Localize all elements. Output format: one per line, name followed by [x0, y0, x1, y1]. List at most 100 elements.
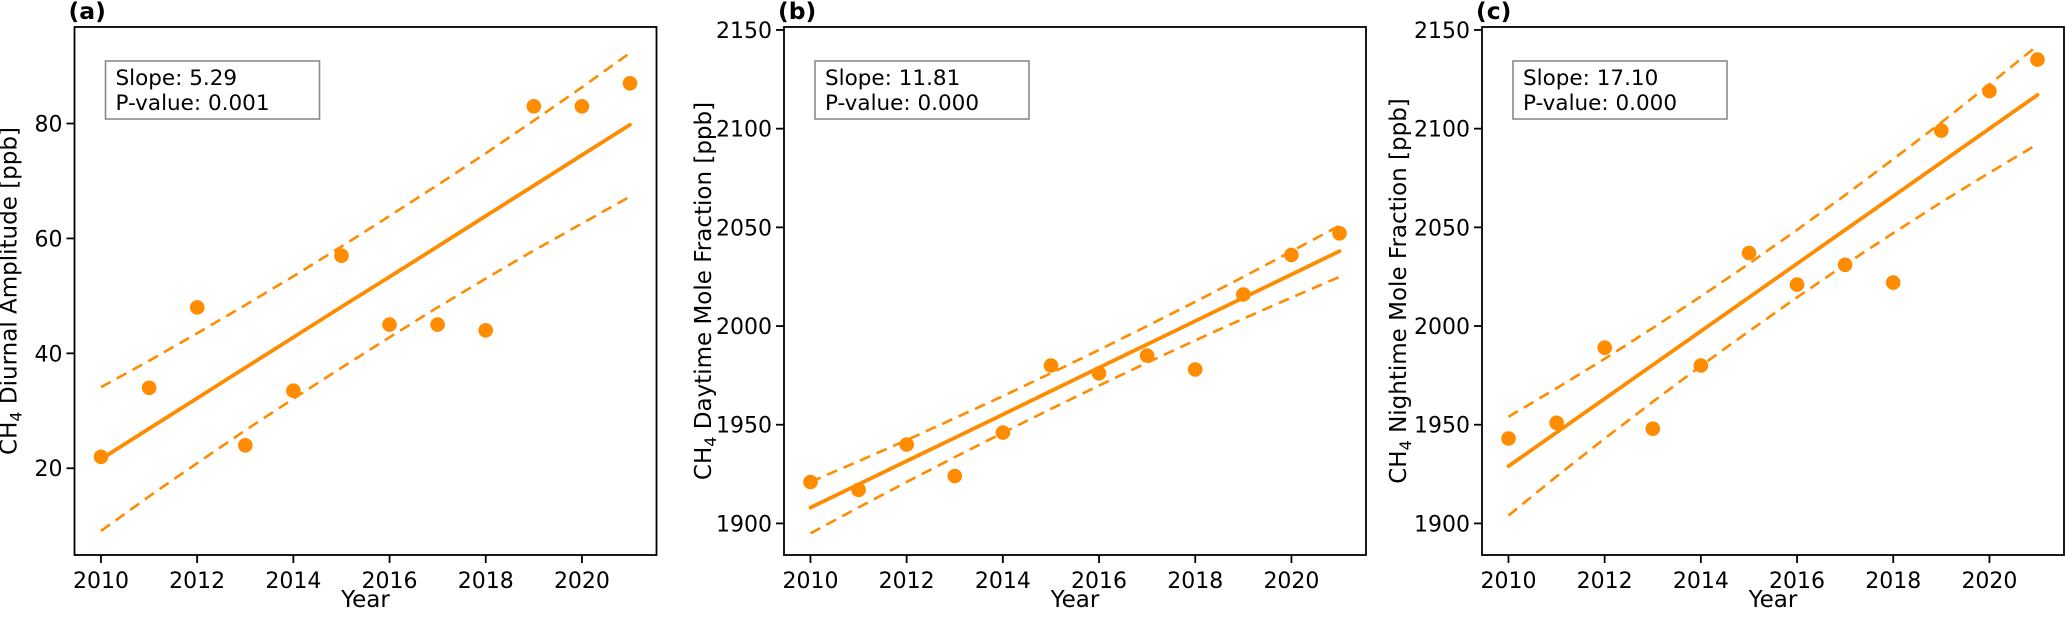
- data-point: [1789, 277, 1805, 292]
- data-point: [334, 248, 349, 263]
- ci-lower-line: [809, 275, 1341, 535]
- data-point: [189, 300, 205, 315]
- x-tick-label: 2014: [975, 569, 1031, 594]
- annotation-slope-text: Slope: 5.29: [116, 66, 238, 91]
- data-point: [526, 99, 542, 114]
- panel-letter: (c): [1476, 0, 1511, 25]
- y-tick-label: 1900: [716, 512, 772, 537]
- x-axis-title: Year: [1050, 587, 1100, 613]
- x-tick-label: 2012: [169, 569, 225, 594]
- data-point: [574, 99, 590, 114]
- x-tick-label: 2018: [1167, 569, 1223, 594]
- trend-line: [99, 122, 632, 462]
- data-point: [2030, 52, 2045, 67]
- y-tick-label: 20: [35, 457, 63, 482]
- y-tick-label: 2150: [1414, 19, 1470, 44]
- x-tick-label: 2010: [73, 569, 129, 594]
- plot-border: [1481, 26, 2065, 556]
- annotation-box: [814, 60, 1030, 120]
- data-point: [1501, 431, 1516, 446]
- data-point: [622, 76, 638, 91]
- data-point: [803, 474, 818, 490]
- x-tick-label: 2014: [265, 569, 321, 594]
- panel-c-chart: (c) 2010 2012 2014 2016 2018 2020 1900 1950 2000 2…: [1386, 0, 2065, 613]
- annotation-box: [1512, 60, 1728, 120]
- y-axis-title: CH4 Diurnal Amplitude [ppb]: [0, 127, 26, 455]
- y-axis-title: CH4 Daytime Mole Fraction [ppb]: [691, 102, 720, 480]
- data-point: [1885, 275, 1901, 290]
- data-point: [238, 438, 253, 453]
- data-point: [851, 482, 866, 498]
- data-point: [995, 425, 1011, 440]
- x-tick-label: 2020: [1961, 569, 2017, 594]
- data-point: [1645, 421, 1661, 437]
- data-point: [1934, 123, 1949, 138]
- annotation-slope-text: Slope: 11.81: [825, 66, 960, 91]
- x-tick-label: 2018: [1865, 569, 1921, 594]
- x-tick-label: 2010: [1480, 569, 1536, 594]
- y-tick-label: 80: [35, 113, 63, 138]
- x-tick-label: 2014: [1673, 569, 1729, 594]
- y-tick-label: 1900: [1414, 512, 1470, 537]
- ci-lower-line: [1507, 143, 2039, 517]
- x-tick-label: 2020: [554, 569, 610, 594]
- ci-lower-line: [100, 195, 631, 532]
- annotation-pvalue-text: P-value: 0.001: [116, 91, 270, 116]
- y-tick-label: 2150: [716, 19, 772, 44]
- annotation-slope-text: Slope: 17.10: [1523, 66, 1658, 91]
- x-tick-label: 2020: [1263, 569, 1319, 594]
- y-tick-label: 2100: [1414, 118, 1470, 143]
- x-tick-label: 2016: [362, 569, 418, 594]
- y-tick-label: 2050: [1414, 216, 1470, 241]
- data-point: [1139, 348, 1155, 363]
- x-axis-title: Year: [1748, 587, 1798, 613]
- x-tick-label: 2012: [1577, 569, 1633, 594]
- data-point: [1091, 366, 1107, 381]
- y-tick-label: 60: [35, 227, 63, 252]
- y-tick-label: 40: [35, 342, 63, 367]
- data-point: [1236, 287, 1251, 302]
- annotation-pvalue-text: P-value: 0.000: [825, 91, 979, 116]
- data-point: [1837, 257, 1853, 273]
- x-tick-label: 2016: [1071, 569, 1127, 594]
- panel-letter: (a): [69, 0, 106, 25]
- data-point: [1043, 358, 1059, 373]
- ci-upper-line: [100, 51, 631, 389]
- y-tick-label: 2000: [716, 315, 772, 340]
- data-point: [1982, 83, 1997, 99]
- data-point: [141, 380, 157, 396]
- data-point: [1549, 415, 1564, 431]
- y-tick-label: 1950: [1414, 414, 1470, 439]
- x-tick-label: 2012: [879, 569, 935, 594]
- panel-a-chart: (a)2010 2012 2014 2016 2018 202020406080YearC…: [0, 0, 658, 613]
- y-tick-label: 2050: [716, 216, 772, 241]
- y-tick-label: 2000: [1414, 315, 1470, 340]
- x-tick-label: 2016: [1769, 569, 1825, 594]
- data-point: [947, 468, 963, 484]
- data-point: [1332, 226, 1347, 241]
- data-point: [286, 383, 301, 399]
- y-tick-label: 2100: [716, 118, 772, 143]
- annotation-pvalue-text: P-value: 0.000: [1523, 91, 1677, 116]
- data-point: [382, 317, 397, 332]
- panel-letter: (b): [778, 0, 816, 25]
- data-point: [93, 449, 109, 465]
- trend-line: [808, 249, 1342, 510]
- data-point: [1187, 362, 1203, 377]
- data-point: [430, 317, 445, 332]
- data-point: [478, 323, 494, 338]
- data-point: [1597, 340, 1612, 356]
- y-axis-title: CH4 Nightime Mole Fraction [ppb]: [1386, 98, 1415, 484]
- x-tick-label: 2010: [782, 569, 838, 594]
- data-point: [899, 437, 914, 452]
- x-axis-title: Year: [340, 587, 390, 613]
- panel-b-chart: (b) 2010 2012 2014 2016 2018 2020 1900 1950 2000 2…: [691, 0, 1367, 613]
- plot-border: [783, 26, 1367, 556]
- data-point: [1284, 247, 1299, 263]
- plot-border: [73, 26, 658, 556]
- data-point: [1741, 245, 1757, 261]
- ci-upper-line: [1507, 44, 2039, 418]
- trend-line: [1506, 93, 2040, 469]
- ci-upper-line: [809, 224, 1341, 484]
